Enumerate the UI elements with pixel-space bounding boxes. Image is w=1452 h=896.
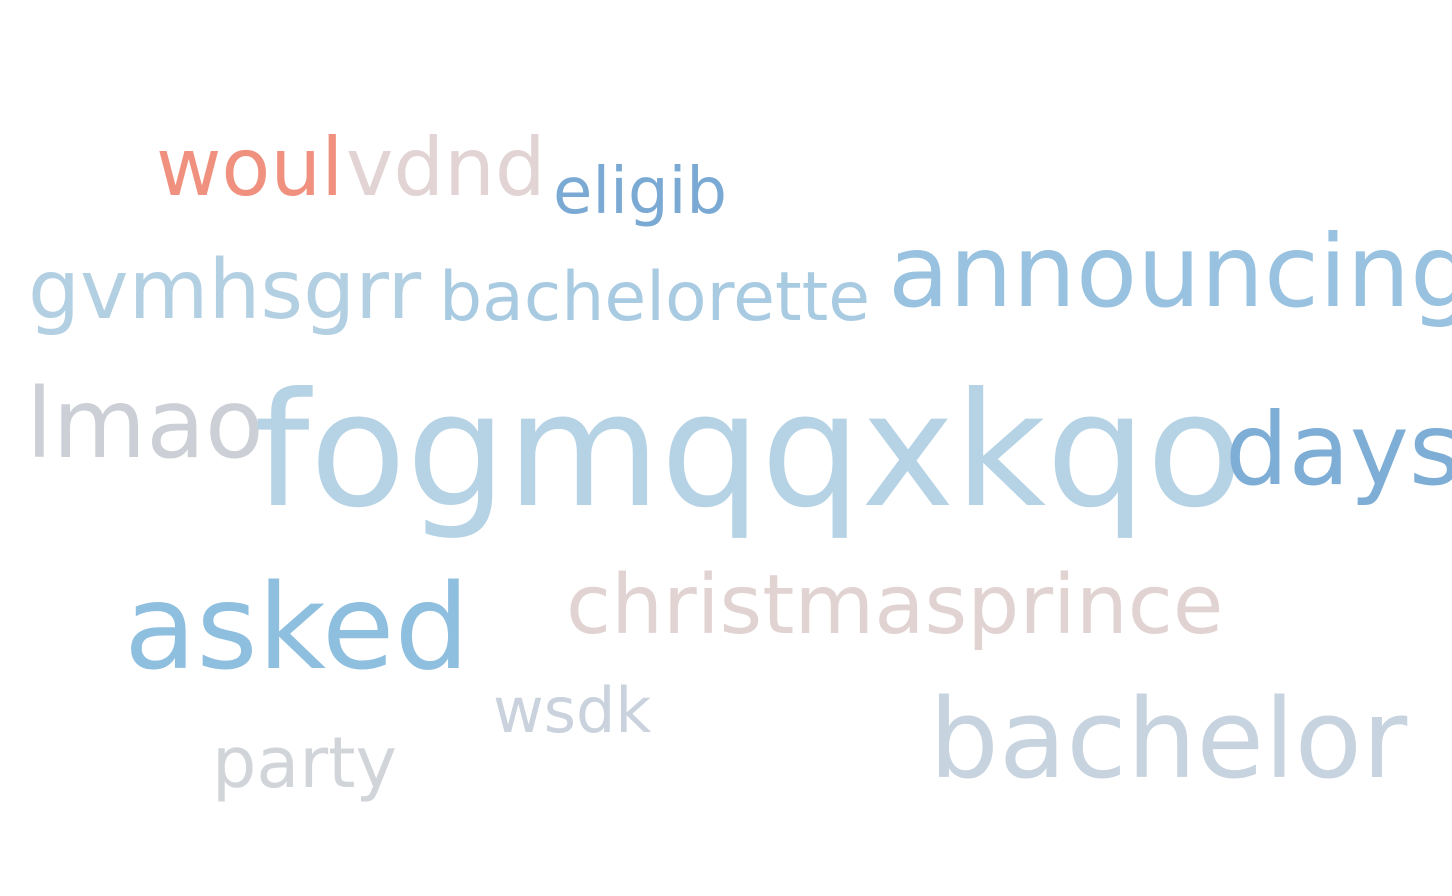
word-days: days [1225,391,1452,508]
word-eligib: eligib [553,155,727,229]
word-gvmhsgrr: gvmhsgrr [28,243,422,338]
word-lmao: lmao [26,368,264,480]
word-vdnd: vdnd [346,121,546,214]
word-asked: asked [124,558,470,696]
word-bachelor: bachelor [929,675,1408,803]
word-fogmqqxkqo: fogmqqxkqo [254,359,1244,543]
word-party: party [212,722,397,804]
word-wsdk: wsdk [493,674,652,747]
word-bachelorette: bachelorette [439,258,871,337]
word-announcing: announcing [888,213,1452,330]
word-woul: woul [156,121,344,214]
word-christmasprince: christmasprince [566,558,1224,653]
